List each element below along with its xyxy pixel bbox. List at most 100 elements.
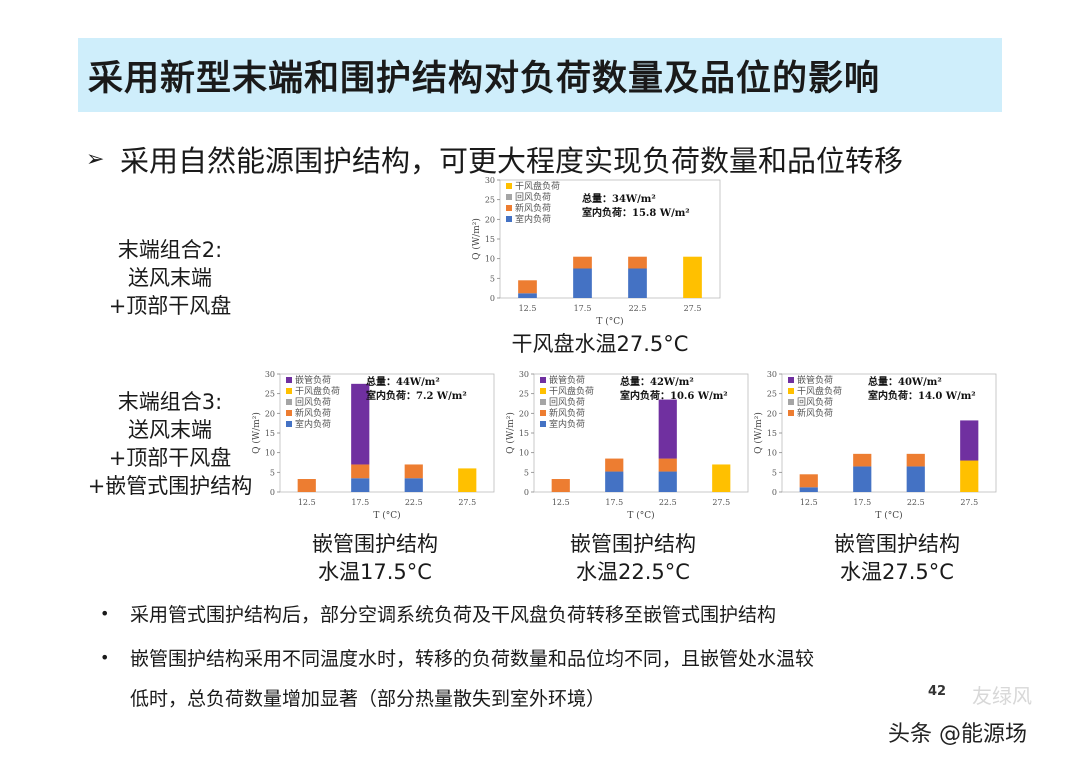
bar-segment: [712, 464, 731, 492]
y-tick-label: 10: [767, 449, 777, 458]
bar-segment: [351, 478, 370, 492]
watermark-faint: 友绿风: [972, 684, 1032, 708]
x-tick-label: 27.5: [960, 498, 978, 507]
x-tick-label: 12.5: [552, 498, 570, 507]
caption-line: 嵌管围护结构: [312, 532, 438, 556]
legend-label: 嵌管负荷: [295, 374, 331, 386]
legend-label: 新风负荷: [797, 407, 833, 419]
y-tick-label: 25: [767, 390, 777, 399]
y-tick-label: 25: [519, 390, 529, 399]
combo-line: 末端组合3:: [117, 390, 223, 414]
bar-segment: [960, 460, 979, 492]
combo-3-label: 末端组合3: 送风末端 +顶部干风盘 +嵌管式围护结构: [70, 388, 270, 500]
legend-swatch: [788, 388, 794, 394]
y-tick-label: 15: [519, 429, 529, 438]
legend-swatch: [506, 216, 512, 222]
y-tick-label: 0: [772, 488, 777, 497]
legend-swatch: [506, 183, 512, 189]
bar-segment: [551, 479, 570, 492]
x-tick-label: 17.5: [574, 304, 592, 313]
legend-swatch: [540, 410, 546, 416]
subtitle-arrow-icon: ➢: [86, 147, 105, 172]
y-axis-label: Q (W/m²): [753, 412, 764, 454]
caption-line: 嵌管围护结构: [570, 532, 696, 556]
legend-label: 回风负荷: [295, 396, 331, 408]
subtitle: 采用自然能源围护结构，可更大程度实现负荷数量和品位转移: [120, 144, 904, 178]
legend-label: 室内负荷: [295, 418, 331, 430]
chart-annotation: 室内负荷：7.2 W/m²: [366, 389, 467, 402]
combo-line: 末端组合2:: [117, 238, 223, 262]
legend-label: 新风负荷: [515, 202, 551, 214]
x-tick-label: 12.5: [519, 304, 537, 313]
y-tick-label: 15: [485, 235, 495, 244]
bar-segment: [658, 458, 677, 472]
bar-segment: [906, 466, 925, 492]
caption-line: 水温22.5°C: [576, 560, 690, 584]
legend-swatch: [788, 377, 794, 383]
y-tick-label: 20: [485, 215, 495, 224]
caption-chart-4: 嵌管围护结构 水温27.5°C: [812, 530, 982, 586]
legend-label: 室内负荷: [515, 213, 551, 225]
y-tick-label: 10: [519, 449, 529, 458]
bar-segment: [605, 471, 624, 492]
caption-chart-3: 嵌管围护结构 水温22.5°C: [548, 530, 718, 586]
x-axis-label: T (°C): [627, 510, 654, 521]
x-tick-label: 22.5: [405, 498, 423, 507]
combo-line: 送风末端: [128, 418, 212, 442]
y-tick-label: 10: [265, 449, 275, 458]
y-tick-label: 0: [270, 488, 275, 497]
y-tick-label: 5: [270, 468, 275, 477]
chart-dry-fan-coil-27-5: 0 5 10 15 20 25 30 Q (W/m²) 12.5 17.5 22.5 27.5 T (°…: [471, 176, 721, 327]
bar-segment: [658, 399, 677, 459]
bar-segment: [853, 453, 872, 467]
combo-line: +顶部干风盘: [108, 294, 232, 318]
caption-line: 水温27.5°C: [840, 560, 954, 584]
x-tick-label: 12.5: [800, 498, 818, 507]
legend-swatch: [540, 377, 546, 383]
legend-swatch: [286, 388, 292, 394]
y-tick-label: 20: [265, 409, 275, 418]
y-tick-label: 30: [767, 370, 777, 379]
chart-annotation: 总量：42W/m²: [620, 375, 694, 388]
legend-swatch: [788, 399, 794, 405]
page-title: 采用新型末端和围护结构对负荷数量及品位的影响: [88, 58, 881, 99]
y-tick-label: 5: [524, 468, 529, 477]
bar-segment: [683, 256, 702, 298]
legend-label: 回风负荷: [797, 396, 833, 408]
y-tick-label: 5: [772, 468, 777, 477]
combo-2-label: 末端组合2: 送风末端 +顶部干风盘: [80, 236, 260, 320]
chart-embedded-17-5: 0 5 10 15 20 25 30 Q (W/m²) 12.5 17.5 22.5 27.5 T (°…: [251, 370, 495, 521]
watermark: 头条 @能源场: [888, 722, 1027, 747]
chart-annotation: 总量：44W/m²: [366, 375, 440, 388]
legend-label: 干风盘负荷: [515, 180, 560, 192]
bar-segment: [799, 474, 818, 488]
y-tick-label: 20: [767, 409, 777, 418]
x-tick-label: 22.5: [659, 498, 677, 507]
bar-segment: [906, 453, 925, 467]
x-tick-label: 17.5: [351, 498, 369, 507]
caption-line: 水温17.5°C: [318, 560, 432, 584]
legend-swatch: [286, 399, 292, 405]
legend-swatch: [788, 410, 794, 416]
y-tick-label: 30: [265, 370, 275, 379]
y-tick-label: 10: [485, 255, 495, 264]
bar-segment: [404, 478, 423, 492]
chart-annotation: 室内负荷：14.0 W/m²: [868, 389, 976, 402]
x-tick-label: 27.5: [458, 498, 476, 507]
chart-annotation: 室内负荷：15.8 W/m²: [582, 206, 690, 219]
x-tick-label: 27.5: [712, 498, 730, 507]
bar-segment: [658, 471, 677, 492]
page-number: 42: [928, 684, 947, 699]
bar-segment: [297, 479, 316, 492]
x-axis-label: T (°C): [373, 510, 400, 521]
y-tick-label: 25: [265, 390, 275, 399]
caption-line: 嵌管围护结构: [834, 532, 960, 556]
x-tick-label: 27.5: [684, 304, 702, 313]
bar-segment: [573, 268, 592, 298]
x-tick-label: 17.5: [605, 498, 623, 507]
legend-label: 干风盘负荷: [549, 385, 594, 397]
combo-line: 送风末端: [128, 266, 212, 290]
y-axis-label: Q (W/m²): [251, 412, 262, 454]
chart-annotation: 总量：40W/m²: [868, 375, 942, 388]
combo-line: +嵌管式围护结构: [87, 474, 253, 498]
